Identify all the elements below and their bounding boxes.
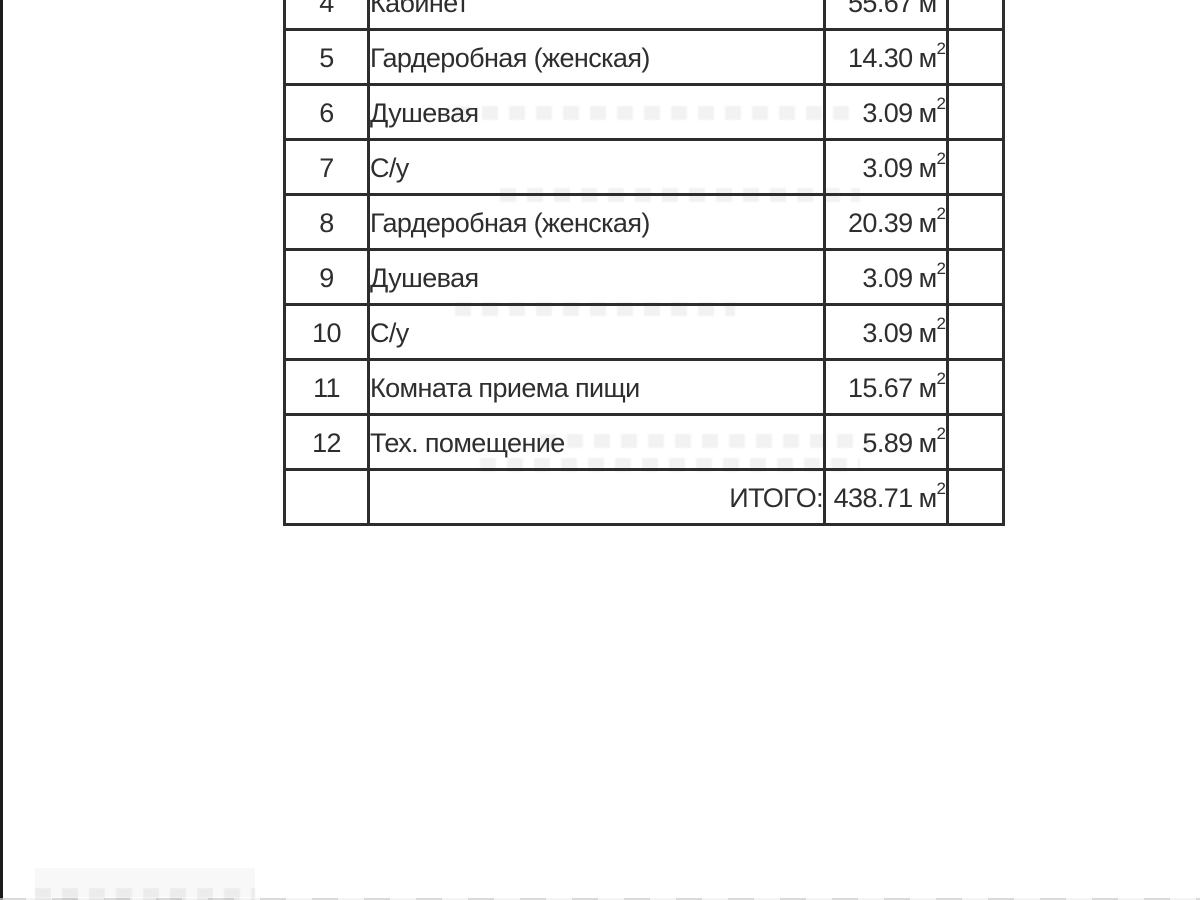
row-name: Гардеробная (женская)	[367, 28, 826, 86]
row-blank-cell	[946, 83, 1005, 141]
row-area-cell: 15.67 м2	[823, 358, 949, 416]
row-number: 6	[283, 83, 370, 141]
table-row: 10 С/у 3.09 м2	[283, 303, 1005, 361]
row-number: 7	[283, 138, 370, 196]
area-superscript: 2	[936, 149, 946, 168]
row-blank-cell	[946, 28, 1005, 86]
row-number: 11	[283, 358, 370, 416]
row-number: 4	[283, 0, 370, 31]
area-unit: м	[918, 98, 938, 128]
watermark-smudge	[35, 868, 255, 897]
row-number: 8	[283, 193, 370, 251]
row-area-value: 15.67	[847, 373, 913, 403]
row-area-value: 20.39	[847, 208, 913, 238]
row-number: 9	[283, 248, 370, 306]
row-blank-cell	[946, 138, 1005, 196]
row-name: Душевая	[367, 83, 826, 141]
row-blank-cell	[946, 413, 1005, 471]
total-area-value: 438.71	[833, 483, 914, 513]
row-area-value: 5.89	[862, 428, 913, 458]
area-superscript: 2	[936, 314, 946, 333]
table-row: 9 Душевая 3.09 м2	[283, 248, 1005, 306]
area-unit: м	[918, 208, 938, 238]
row-blank-cell	[946, 303, 1005, 361]
row-area-cell: 3.09 м2	[823, 303, 949, 361]
table-row: 5 Гардеробная (женская) 14.30 м2	[283, 28, 1005, 86]
row-blank-cell	[946, 248, 1005, 306]
area-unit: м	[918, 153, 938, 183]
total-label: ИТОГО:	[367, 468, 826, 526]
row-name: Кабинет	[367, 0, 826, 31]
area-unit: м	[918, 483, 938, 513]
row-area-cell: 14.30 м2	[823, 28, 949, 86]
row-area-value: 14.30	[847, 43, 913, 73]
row-area-cell: 3.09 м2	[823, 138, 949, 196]
row-number: 10	[283, 303, 370, 361]
row-area-value: 55.67	[847, 0, 913, 18]
area-unit: м	[918, 428, 938, 458]
row-area-cell: 5.89 м2	[823, 413, 949, 471]
area-superscript: 2	[936, 369, 946, 388]
total-empty-number-cell	[283, 468, 370, 526]
table-row: 6 Душевая 3.09 м2	[283, 83, 1005, 141]
row-number: 5	[283, 28, 370, 86]
area-unit: м	[918, 263, 938, 293]
area-superscript: 2	[936, 94, 946, 113]
row-name: Душевая	[367, 248, 826, 306]
row-area-cell: 20.39 м2	[823, 193, 949, 251]
row-number: 12	[283, 413, 370, 471]
area-superscript: 2	[936, 39, 946, 58]
row-area-value: 3.09	[862, 98, 913, 128]
row-area-cell: 55.67 м2	[823, 0, 949, 31]
area-superscript: 2	[936, 424, 946, 443]
row-area-cell: 3.09 м2	[823, 248, 949, 306]
row-blank-cell	[946, 0, 1005, 31]
row-blank-cell	[946, 193, 1005, 251]
row-area-value: 3.09	[862, 318, 913, 348]
row-blank-cell	[946, 358, 1005, 416]
row-name: Комната приема пищи	[367, 358, 826, 416]
area-superscript: 2	[936, 204, 946, 223]
total-area-cell: 438.71 м2	[823, 468, 949, 526]
table-row: 4 Кабинет 55.67 м2	[283, 0, 1005, 31]
area-superscript: 2	[936, 259, 946, 278]
total-row: ИТОГО: 438.71 м2	[283, 468, 1005, 526]
left-edge-line	[0, 0, 3, 900]
table-row: 7 С/у 3.09 м2	[283, 138, 1005, 196]
table-row: 11 Комната приема пищи 15.67 м2	[283, 358, 1005, 416]
total-blank-cell	[946, 468, 1005, 526]
area-unit: м	[918, 43, 938, 73]
area-unit: м	[918, 373, 938, 403]
bottom-edge-line	[0, 898, 1200, 900]
area-unit: м	[918, 0, 938, 18]
row-name: С/у	[367, 303, 826, 361]
area-unit: м	[918, 318, 938, 348]
row-area-value: 3.09	[862, 263, 913, 293]
row-area-cell: 3.09 м2	[823, 83, 949, 141]
row-name: С/у	[367, 138, 826, 196]
table-row: 8 Гардеробная (женская) 20.39 м2	[283, 193, 1005, 251]
area-superscript: 2	[937, 0, 945, 3]
area-superscript: 2	[936, 479, 946, 498]
row-name: Тех. помещение	[367, 413, 826, 471]
row-area-value: 3.09	[862, 153, 913, 183]
row-name: Гардеробная (женская)	[367, 193, 826, 251]
table-row: 12 Тех. помещение 5.89 м2	[283, 413, 1005, 471]
